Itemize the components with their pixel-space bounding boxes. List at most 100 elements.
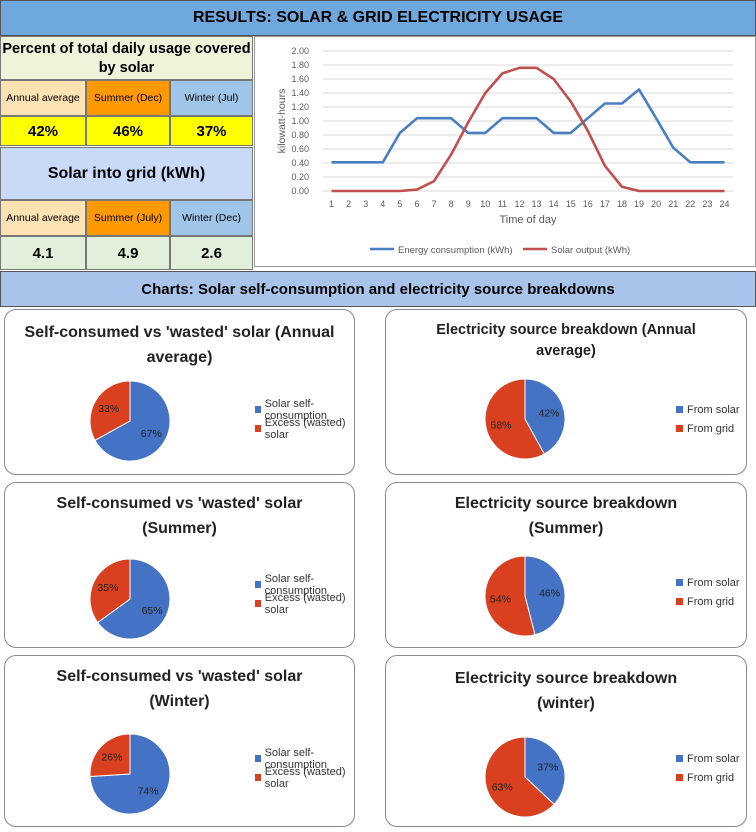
legend-entry-self-consumption: Solar self-consumption <box>255 397 354 422</box>
pie-card-self-annual: Self-consumed vs 'wasted' solar (Annual … <box>4 309 355 475</box>
x-tick-label: 19 <box>634 199 644 209</box>
pie-legend: From solar From grid <box>676 400 740 438</box>
y-tick-label: 0.20 <box>291 172 309 182</box>
pie-card-self-winter: Self-consumed vs 'wasted' solar (Winter)… <box>4 655 355 827</box>
daily-usage-line-chart: 0.00 0.20 0.40 0.60 0.80 1.00 1.20 1.40 1.60 1.80… <box>254 36 756 267</box>
pie-data-label-0: 46% <box>539 587 560 599</box>
legend-label: From grid <box>687 422 735 435</box>
legend-label: Solar self-consumption <box>264 397 327 422</box>
legend-swatch-blue <box>676 755 683 762</box>
pie-legend: From solar From grid <box>676 573 740 611</box>
pie-card-source-summer: Electricity source breakdown (Summer) 46… <box>385 482 747 648</box>
pie-chart: 46% 54% <box>484 555 566 637</box>
legend-label-1: Solar output (kWh) <box>551 245 630 256</box>
pie-slice-1 <box>484 378 545 460</box>
x-tick-label: 20 <box>651 199 661 209</box>
series-line-1 <box>331 66 725 193</box>
pie-legend: From solar From grid <box>676 749 740 787</box>
legend-label: Excess (wasted) solar <box>264 765 346 790</box>
pie-legend: Solar self-consumption Excess (wasted) s… <box>255 573 354 616</box>
legend-entry-excess: Excess (wasted) solar <box>255 592 354 616</box>
x-tick-label: 4 <box>380 199 385 209</box>
grid-value-winter: 2.6 <box>170 236 253 270</box>
pie-card-self-summer: Self-consumed vs 'wasted' solar (Summer)… <box>4 482 355 648</box>
x-axis-label: Time of day <box>499 214 557 226</box>
percent-value-annual: 42% <box>0 116 86 146</box>
legend-swatch-red <box>676 774 683 781</box>
pie-data-label-1: 63% <box>492 781 513 793</box>
legend-swatch-blue <box>676 579 683 586</box>
pie-title: Electricity source breakdown (Annual ave… <box>436 322 696 359</box>
x-tick-label: 5 <box>397 199 402 209</box>
pie-title: Electricity source breakdown (Summer) <box>454 495 678 537</box>
pie-data-label-0: 67% <box>141 428 162 440</box>
pie-title: Electricity source breakdown (winter) <box>454 670 678 712</box>
x-tick-label: 16 <box>583 199 593 209</box>
pie-title: Self-consumed vs 'wasted' solar (Annual … <box>24 324 335 366</box>
line-chart-svg: 0.00 0.20 0.40 0.60 0.80 1.00 1.20 1.40 1.60 1.80… <box>276 46 733 256</box>
grid-value-summer: 4.9 <box>86 236 170 270</box>
legend-entry-from-solar: From solar <box>676 749 740 768</box>
legend-label-0: Energy consumption (kWh) <box>398 245 513 256</box>
pie-data-label-0: 74% <box>138 786 159 798</box>
legend-swatch-red <box>255 425 261 432</box>
percent-value-summer: 46% <box>86 116 170 146</box>
grid-col-summer: Summer (July) <box>86 200 170 236</box>
pie-data-label-1: 26% <box>101 752 122 764</box>
legend-entry-from-solar: From solar <box>676 573 740 592</box>
legend-label: From solar <box>687 403 740 416</box>
y-tick-label: 0.00 <box>291 186 309 196</box>
pie-data-label-1: 35% <box>97 582 118 594</box>
x-tick-label: 21 <box>668 199 678 209</box>
pie-card-source-annual: Electricity source breakdown (Annual ave… <box>385 309 747 475</box>
legend-swatch-red <box>676 425 683 432</box>
y-tick-label: 1.40 <box>291 88 309 98</box>
y-tick-label: 1.00 <box>291 116 309 126</box>
x-tick-label: 11 <box>498 199 507 209</box>
pie-slice-1 <box>89 380 131 441</box>
legend-label: From grid <box>687 771 735 784</box>
x-tick-label: 24 <box>719 199 729 209</box>
x-tick-label: 12 <box>514 199 524 209</box>
x-tick-label: 7 <box>432 199 437 209</box>
y-tick-label: 0.80 <box>291 130 309 140</box>
legend-swatch-red <box>255 774 261 781</box>
pie-data-label-1: 54% <box>490 594 511 606</box>
percent-col-winter: Winter (Jul) <box>170 80 253 116</box>
pie-title: Self-consumed vs 'wasted' solar (Summer) <box>56 495 303 537</box>
x-tick-label: 9 <box>466 199 471 209</box>
y-tick-label: 0.40 <box>291 158 309 168</box>
pie-chart: 67% 33% <box>89 380 171 462</box>
legend-entry-self-consumption: Solar self-consumption <box>255 746 354 771</box>
x-tick-label: 14 <box>549 199 559 209</box>
pie-slice-1 <box>484 736 555 818</box>
x-tick-label: 13 <box>532 199 542 209</box>
x-tick-label: 10 <box>480 199 490 209</box>
y-axis-label: kilowatt-hours <box>276 89 288 154</box>
pie-data-label-0: 37% <box>537 762 558 774</box>
legend-entry-from-grid: From grid <box>676 419 740 438</box>
x-tick-label: 18 <box>617 199 627 209</box>
y-tick-label: 1.20 <box>291 102 309 112</box>
legend-swatch-red <box>255 600 261 607</box>
legend-label: Solar self-consumption <box>264 746 327 771</box>
pie-chart: 65% 35% <box>89 558 171 640</box>
legend-entry-from-grid: From grid <box>676 592 740 611</box>
x-tick-label: 6 <box>414 199 419 209</box>
pie-slice-0 <box>524 736 566 806</box>
pie-legend: Solar self-consumption Excess (wasted) s… <box>255 746 354 790</box>
pie-data-label-1: 58% <box>490 420 511 432</box>
x-tick-label: 1 <box>329 199 334 209</box>
pie-chart: 42% 58% <box>484 378 566 460</box>
legend-entry-excess: Excess (wasted) solar <box>255 765 354 790</box>
legend-label: Excess (wasted) solar <box>264 416 346 441</box>
x-tick-label: 8 <box>449 199 454 209</box>
percent-panel-title: Percent of total daily usage covered by … <box>0 36 253 80</box>
legend-entry-excess: Excess (wasted) solar <box>255 416 354 441</box>
charts-section-header: Charts: Solar self-consumption and elect… <box>0 271 756 307</box>
legend-swatch-blue <box>255 581 261 588</box>
pie-title: Self-consumed vs 'wasted' solar (Winter) <box>56 668 303 710</box>
percent-col-summer: Summer (Dec) <box>86 80 170 116</box>
legend-entry-from-grid: From grid <box>676 768 740 787</box>
pie-slice-1 <box>89 733 131 778</box>
